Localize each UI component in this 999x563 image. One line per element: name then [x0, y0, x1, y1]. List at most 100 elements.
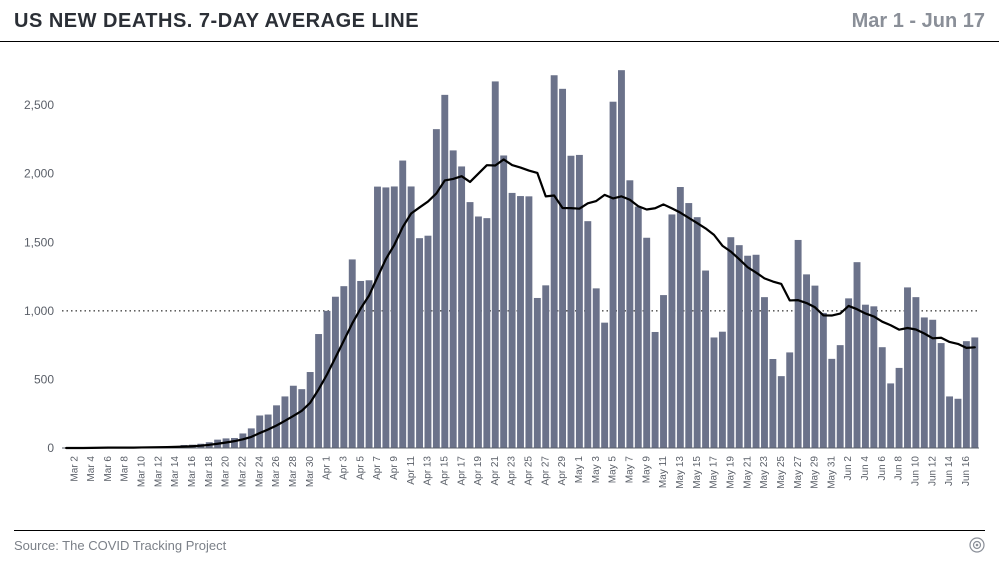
bar [685, 203, 692, 448]
bar [500, 155, 507, 448]
x-tick-label: Mar 22 [238, 456, 249, 488]
bar [525, 196, 532, 448]
bar [652, 332, 659, 448]
bar [971, 337, 978, 448]
bar [509, 193, 516, 448]
x-tick-label: Jun 6 [877, 456, 888, 481]
bar [433, 129, 440, 448]
bar [837, 345, 844, 448]
bar [887, 383, 894, 448]
bar [727, 237, 734, 448]
bar [517, 196, 524, 448]
x-tick-label: Mar 4 [86, 456, 97, 482]
bar [349, 259, 356, 448]
bar [870, 306, 877, 448]
bar [820, 313, 827, 448]
x-tick-label: May 3 [591, 456, 602, 484]
y-tick-label: 500 [34, 372, 54, 386]
x-tick-label: Apr 5 [355, 456, 366, 480]
bar [551, 75, 558, 448]
bar [366, 280, 373, 448]
bar [559, 89, 566, 448]
chart-svg: 05001,0001,5002,0002,500Mar 2Mar 4Mar 6M… [14, 52, 985, 512]
y-tick-label: 0 [47, 441, 54, 455]
x-tick-label: Mar 16 [187, 456, 198, 488]
bar [475, 217, 482, 448]
x-tick-label: Apr 23 [507, 456, 518, 486]
date-range: Mar 1 - Jun 17 [852, 10, 985, 33]
bar [332, 297, 339, 448]
bar [904, 287, 911, 448]
y-tick-label: 1,000 [24, 304, 54, 318]
x-tick-label: May 29 [810, 456, 821, 489]
chart-area: 05001,0001,5002,0002,500Mar 2Mar 4Mar 6M… [14, 52, 985, 512]
bar [568, 156, 575, 448]
x-tick-label: May 31 [826, 456, 837, 489]
bar [879, 347, 886, 448]
bar [593, 288, 600, 448]
bar [231, 438, 238, 448]
bar [626, 180, 633, 448]
source-text: Source: The COVID Tracking Project [14, 538, 226, 553]
x-tick-label: May 15 [692, 456, 703, 489]
bar [635, 207, 642, 448]
bar [719, 332, 726, 448]
bar [467, 202, 474, 448]
bar [416, 238, 423, 448]
x-tick-label: Apr 21 [490, 456, 501, 486]
bar [753, 255, 760, 448]
x-tick-label: May 1 [574, 456, 585, 484]
x-tick-label: May 17 [709, 456, 720, 489]
bar [955, 399, 962, 448]
bar [298, 389, 305, 448]
bar [408, 186, 415, 448]
chart-frame: US NEW DEATHS. 7-DAY AVERAGE LINE Mar 1 … [0, 0, 999, 563]
x-tick-label: Jun 8 [894, 456, 905, 481]
x-tick-label: Apr 13 [423, 456, 434, 486]
bar [534, 298, 541, 448]
x-tick-label: Mar 20 [221, 456, 232, 488]
x-tick-label: Jun 16 [961, 456, 972, 486]
x-tick-label: Mar 26 [271, 456, 282, 488]
bar [542, 285, 549, 448]
x-tick-label: Mar 14 [170, 456, 181, 488]
x-tick-label: May 13 [675, 456, 686, 489]
x-tick-label: May 19 [725, 456, 736, 489]
bar [711, 337, 718, 448]
x-tick-label: Apr 3 [338, 456, 349, 480]
x-tick-label: May 27 [793, 456, 804, 489]
bar [828, 359, 835, 448]
x-tick-label: Mar 12 [153, 456, 164, 488]
x-tick-label: Apr 9 [389, 456, 400, 480]
y-tick-label: 1,500 [24, 235, 54, 249]
bar [584, 221, 591, 448]
x-tick-label: Apr 17 [456, 456, 467, 486]
x-tick-label: Apr 27 [540, 456, 551, 486]
x-tick-label: Jun 2 [843, 456, 854, 481]
bar [340, 286, 347, 448]
bar [761, 297, 768, 448]
bar [610, 102, 617, 448]
x-tick-label: Jun 10 [911, 456, 922, 486]
bar [399, 161, 406, 448]
x-tick-label: Mar 30 [305, 456, 316, 488]
logo-icon [969, 537, 985, 553]
x-tick-label: May 5 [608, 456, 619, 484]
x-tick-label: Apr 25 [524, 456, 535, 486]
bar [458, 166, 465, 448]
bar [391, 186, 398, 448]
bar [912, 297, 919, 448]
x-tick-label: May 7 [625, 456, 636, 484]
bar [769, 359, 776, 448]
bar [702, 271, 709, 448]
bar [694, 217, 701, 448]
header: US NEW DEATHS. 7-DAY AVERAGE LINE Mar 1 … [0, 0, 999, 42]
x-tick-label: Mar 28 [288, 456, 299, 488]
x-tick-label: Mar 18 [204, 456, 215, 488]
footer: Source: The COVID Tracking Project [14, 530, 985, 553]
bar [677, 187, 684, 448]
bar [618, 70, 625, 448]
bar [382, 187, 389, 448]
bar [441, 95, 448, 448]
bar [803, 274, 810, 448]
